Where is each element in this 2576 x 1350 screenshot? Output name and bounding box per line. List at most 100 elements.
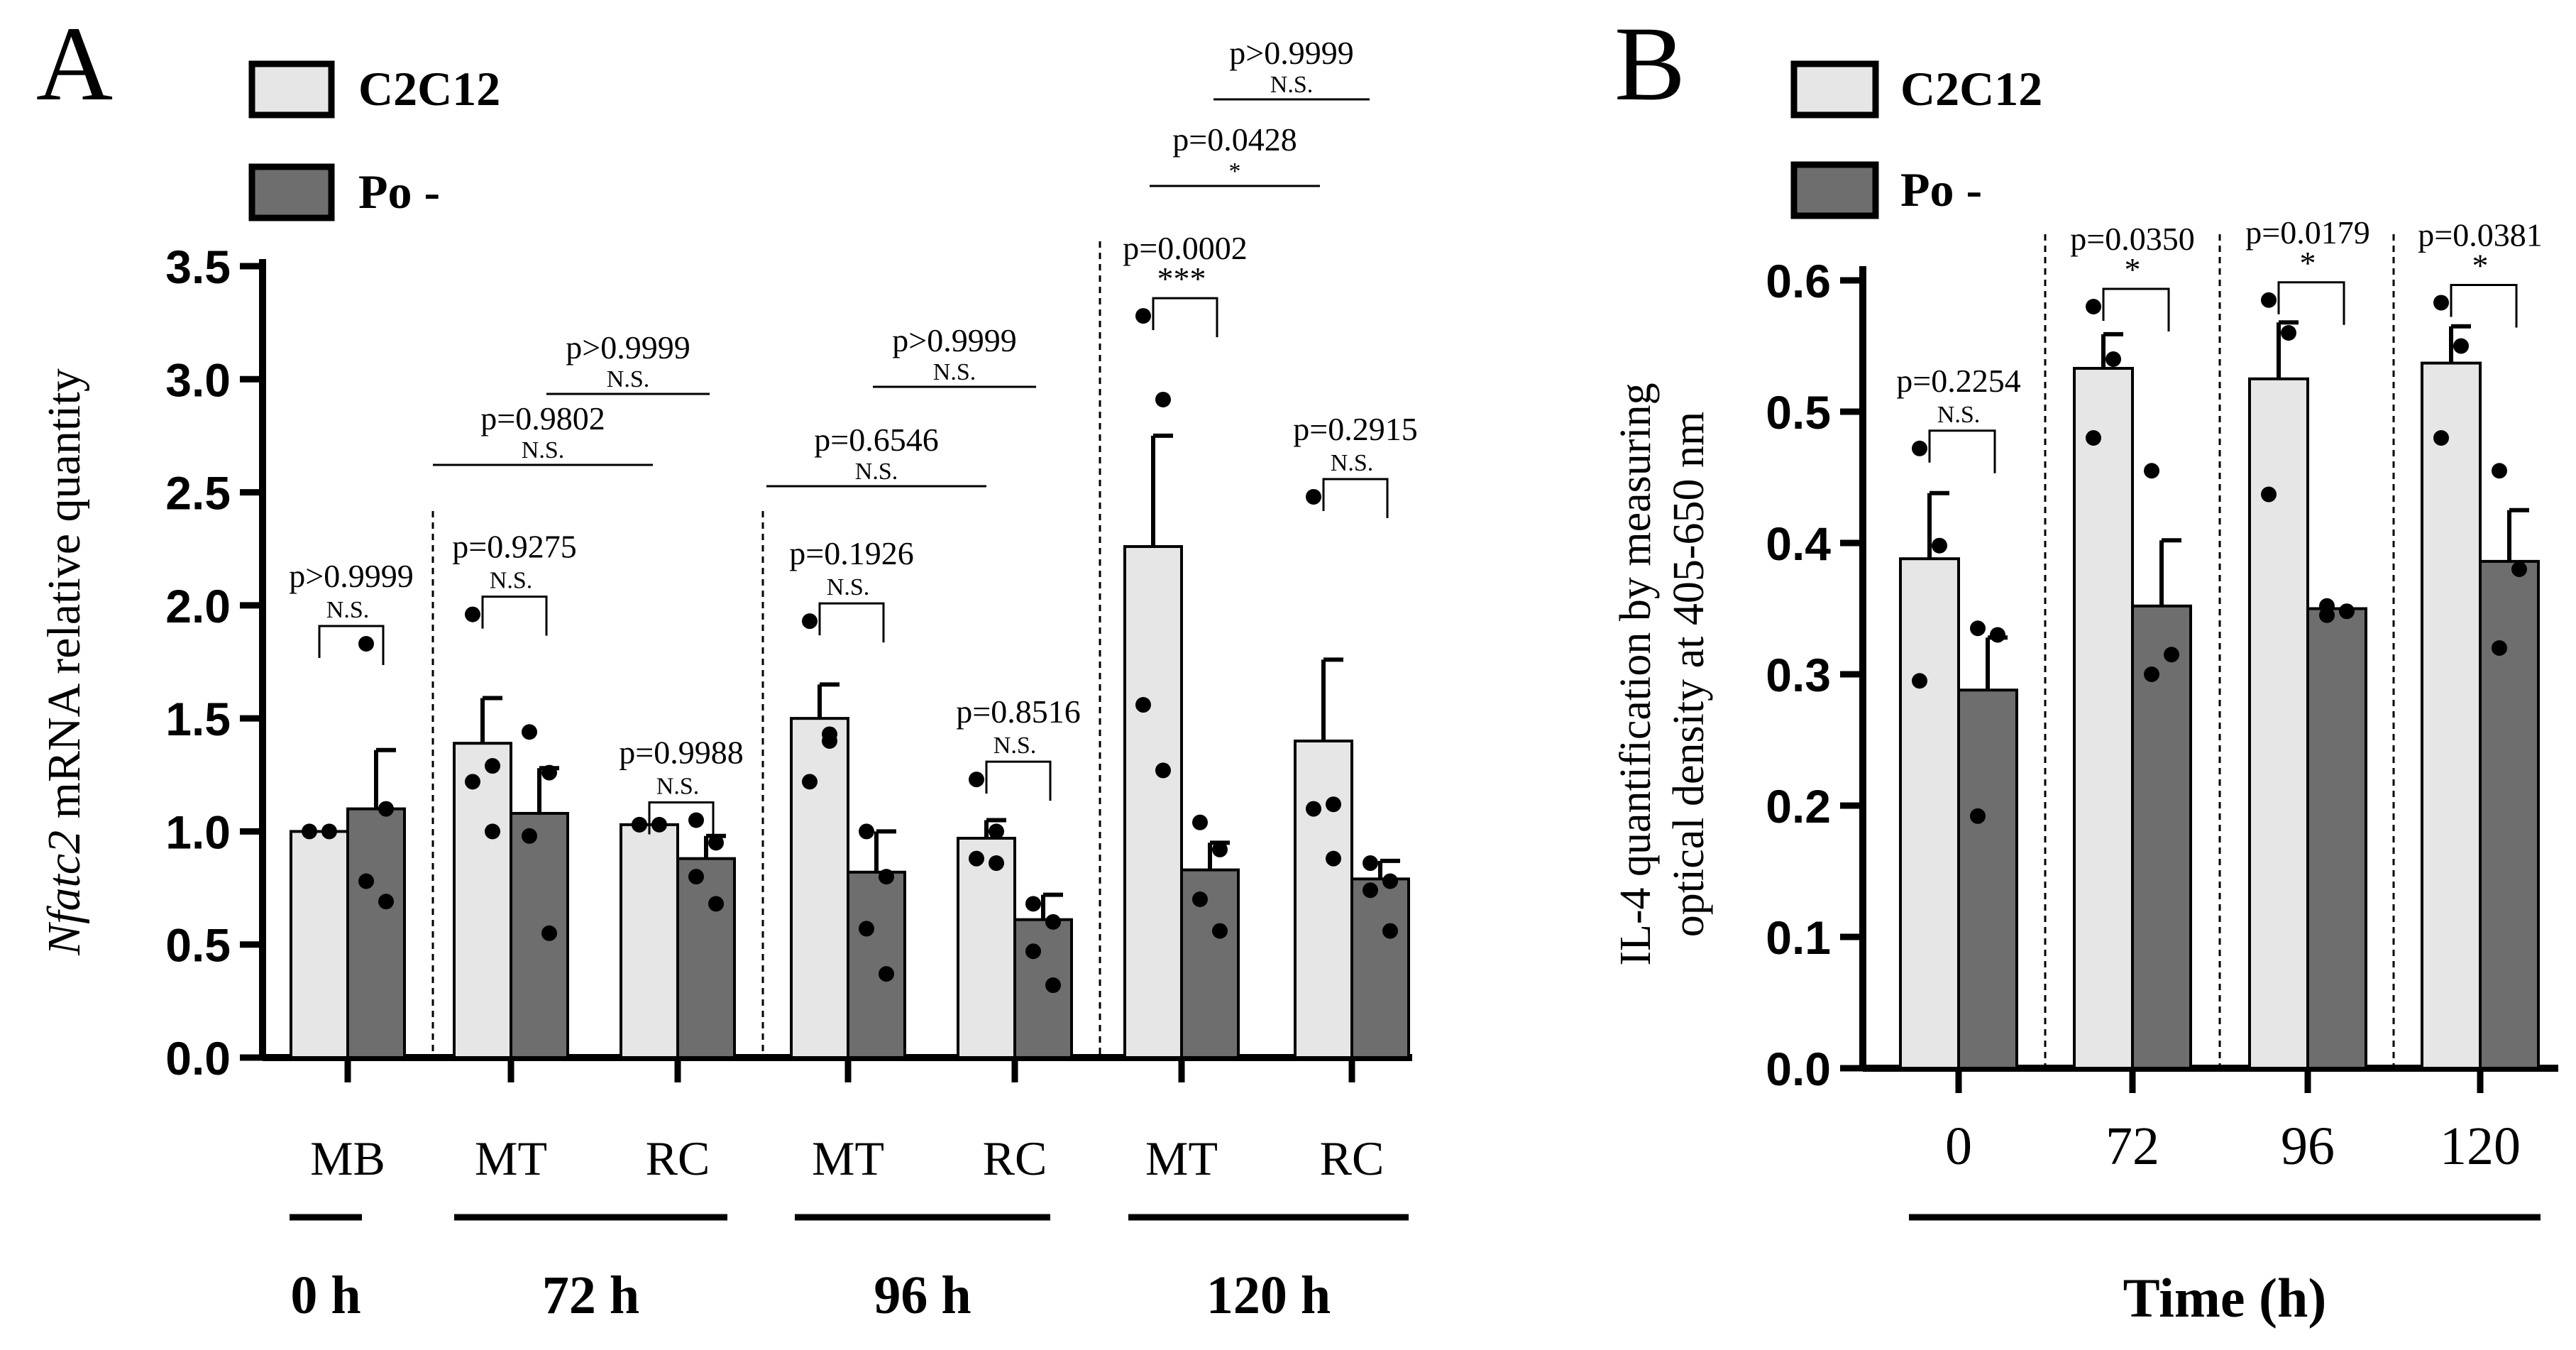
significance-bracket xyxy=(2277,281,2345,325)
p-value: p=0.1926 xyxy=(789,535,913,571)
p-value: p=0.0350 xyxy=(2070,221,2194,257)
data-point-po xyxy=(522,724,537,740)
significance-mark: N.S. xyxy=(827,574,869,600)
y-tick-label: 0.5 xyxy=(1766,386,1831,439)
data-point-c2c12 xyxy=(632,816,647,833)
significance-bracket xyxy=(481,596,548,636)
significance-mark: * xyxy=(2472,247,2489,283)
p-value: p>0.9999 xyxy=(289,558,413,594)
data-point-c2c12 xyxy=(1306,488,1321,505)
time-group-label: 120 h xyxy=(1206,1266,1331,1325)
data-point-po xyxy=(708,835,724,851)
data-point-po xyxy=(1025,943,1041,960)
data-point-po xyxy=(688,869,704,885)
y-tick-label: 1.0 xyxy=(165,806,231,858)
panel-label-a: A xyxy=(36,5,113,123)
bar-po xyxy=(510,811,569,1059)
data-point-po xyxy=(2511,561,2527,577)
x-group-label: RC xyxy=(1320,1131,1385,1185)
significance-bracket xyxy=(1152,297,1218,338)
legend-swatch-po xyxy=(248,163,335,221)
data-point-po xyxy=(859,823,874,840)
significance-mark: N.S. xyxy=(490,568,532,594)
legend-label-c2c12: C2C12 xyxy=(358,62,500,116)
p-value: p=0.0381 xyxy=(2418,216,2542,253)
bar-c2c12 xyxy=(957,836,1016,1059)
data-point-c2c12 xyxy=(2086,430,2101,446)
data-point-c2c12 xyxy=(1932,537,1947,554)
x-group-label: RC xyxy=(646,1131,710,1185)
legend-label-po: Po - xyxy=(1900,163,1982,216)
data-point-po xyxy=(1045,977,1061,994)
data-point-c2c12 xyxy=(1135,697,1151,713)
y-axis-label-line2: optical density at 405-650 nm xyxy=(1665,412,1713,937)
y-tick-label: 3.5 xyxy=(165,241,231,293)
bar-c2c12 xyxy=(2421,361,2482,1070)
bar-c2c12 xyxy=(1123,545,1183,1059)
significance-mark: N.S. xyxy=(1937,402,1980,428)
y-tick-label: 2.0 xyxy=(165,580,231,632)
data-point-c2c12 xyxy=(485,823,500,840)
bar-c2c12 xyxy=(2073,366,2134,1070)
y-tick-label: 0.5 xyxy=(165,919,231,972)
data-point-po xyxy=(1363,855,1378,872)
y-tick-label: 0.1 xyxy=(1766,911,1831,964)
data-point-c2c12 xyxy=(485,758,500,774)
data-point-po xyxy=(1990,627,2005,643)
x-tick-label: 72 xyxy=(2106,1116,2159,1176)
data-point-po xyxy=(541,925,557,941)
bar-po xyxy=(346,807,406,1059)
x-group-label: MT xyxy=(475,1131,547,1185)
p-value: p=0.8516 xyxy=(956,693,1080,730)
data-point-po xyxy=(1970,620,1986,637)
x-group-label: MB xyxy=(310,1131,385,1185)
data-point-po xyxy=(2492,463,2507,479)
time-group-label: 96 h xyxy=(874,1266,971,1325)
bar-po xyxy=(676,857,736,1059)
data-point-po xyxy=(1192,814,1208,830)
significance-mark: * xyxy=(2300,245,2316,281)
y-tick-label: 0.4 xyxy=(1766,517,1831,570)
y-axis-label-gene: Nfatc2 xyxy=(38,830,90,956)
data-point-c2c12 xyxy=(822,733,837,749)
x-tick-label: 0 xyxy=(1945,1116,1972,1176)
significance-bracket xyxy=(648,801,715,842)
data-point-po xyxy=(2492,640,2507,656)
comparison-significance: N.S. xyxy=(522,437,564,463)
panel-b: B C2C12 Po - 0.0 0.1 0.2 0.3 0.4 0.5 0.6 IL-4 quan… xyxy=(1612,5,2558,1329)
data-point-c2c12 xyxy=(1912,440,1927,456)
significance-bracket xyxy=(818,602,885,643)
comparison-significance: * xyxy=(1229,158,1241,185)
data-point-c2c12 xyxy=(989,823,1004,840)
data-point-po xyxy=(1363,882,1378,899)
y-axis-label: Nfatc2 mRNA relative quantity xyxy=(38,368,90,956)
y-tick-label: 3.0 xyxy=(165,353,231,406)
significance-bracket xyxy=(318,625,385,666)
bar-po xyxy=(2306,607,2367,1070)
bar-c2c12 xyxy=(620,823,679,1060)
data-point-po xyxy=(688,812,704,828)
data-point-c2c12 xyxy=(969,850,984,867)
bar-c2c12 xyxy=(453,742,512,1059)
comparison-significance: N.S. xyxy=(607,366,649,393)
bar-po xyxy=(2131,604,2192,1070)
significance-bracket xyxy=(2450,283,2518,328)
comparison-p-value: p=0.6546 xyxy=(814,422,938,458)
panel-a: A C2C12 Po - 0.0 0.5 1.0 1.5 2.0 2.5 3.0 3.5 Nfatc2… xyxy=(36,5,1418,1325)
y-axis-label-text: mRNA relative quantity xyxy=(38,368,90,830)
p-value: p=0.0179 xyxy=(2245,214,2369,251)
data-point-po xyxy=(358,636,374,652)
y-tick-label: 0.6 xyxy=(1766,255,1831,307)
data-point-c2c12 xyxy=(2106,351,2121,367)
x-group-label: MT xyxy=(812,1131,884,1185)
y-tick-label: 0.3 xyxy=(1766,649,1831,701)
bar-c2c12 xyxy=(1899,557,1960,1070)
significance-mark: *** xyxy=(1157,260,1206,297)
data-point-po xyxy=(541,764,557,781)
data-point-c2c12 xyxy=(302,823,317,840)
data-point-c2c12 xyxy=(1326,796,1341,813)
p-value: p=0.2254 xyxy=(1896,363,2020,399)
significance-mark: N.S. xyxy=(993,732,1036,759)
data-point-c2c12 xyxy=(802,613,818,630)
bar-po xyxy=(1957,688,2018,1070)
